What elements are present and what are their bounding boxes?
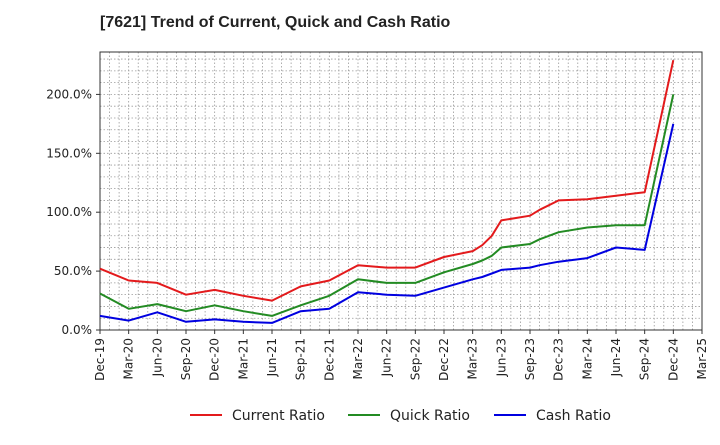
x-tick-label: Jun-23 <box>494 338 508 377</box>
x-tick-label: Sep-21 <box>294 338 308 380</box>
x-tick-label: Jun-24 <box>609 338 623 377</box>
x-tick-label: Mar-22 <box>351 338 365 379</box>
legend-label: Cash Ratio <box>536 408 611 424</box>
x-tick-label: Dec-24 <box>666 338 680 381</box>
x-tick-label: Jun-22 <box>380 338 394 377</box>
x-tick-label: Dec-22 <box>437 338 451 381</box>
x-tick-label: Dec-20 <box>208 338 222 381</box>
y-tick-label: 100.0% <box>46 205 92 219</box>
x-tick-label: Sep-20 <box>179 338 193 380</box>
x-tick-label: Mar-21 <box>236 338 250 379</box>
x-tick-label: Sep-22 <box>408 338 422 380</box>
x-tick-label: Sep-23 <box>523 338 537 380</box>
x-tick-label: Mar-25 <box>695 338 709 379</box>
legend-label: Current Ratio <box>232 408 325 424</box>
y-tick-label: 50.0% <box>54 264 92 278</box>
x-tick-label: Mar-20 <box>122 338 136 379</box>
series-line-cash-ratio <box>99 123 675 324</box>
x-tick-label: Jun-20 <box>150 338 164 377</box>
x-tick-label: Dec-21 <box>322 338 336 381</box>
series-line-quick-ratio <box>99 94 675 317</box>
chart-title: [7621] Trend of Current, Quick and Cash … <box>100 14 451 31</box>
x-tick-label: Jun-21 <box>265 338 279 377</box>
x-tick-label: Mar-23 <box>466 338 480 379</box>
y-tick-label: 200.0% <box>46 87 92 101</box>
x-tick-label: Mar-24 <box>580 338 594 379</box>
x-tick-label: Dec-19 <box>93 338 107 381</box>
plot-frame <box>99 51 703 331</box>
y-tick-label: 150.0% <box>46 146 92 160</box>
legend-label: Quick Ratio <box>390 408 470 424</box>
y-tick-label: 0.0% <box>62 323 93 337</box>
x-tick-label: Sep-24 <box>638 338 652 380</box>
x-tick-label: Dec-23 <box>552 338 566 381</box>
series-line-current-ratio <box>99 59 675 302</box>
